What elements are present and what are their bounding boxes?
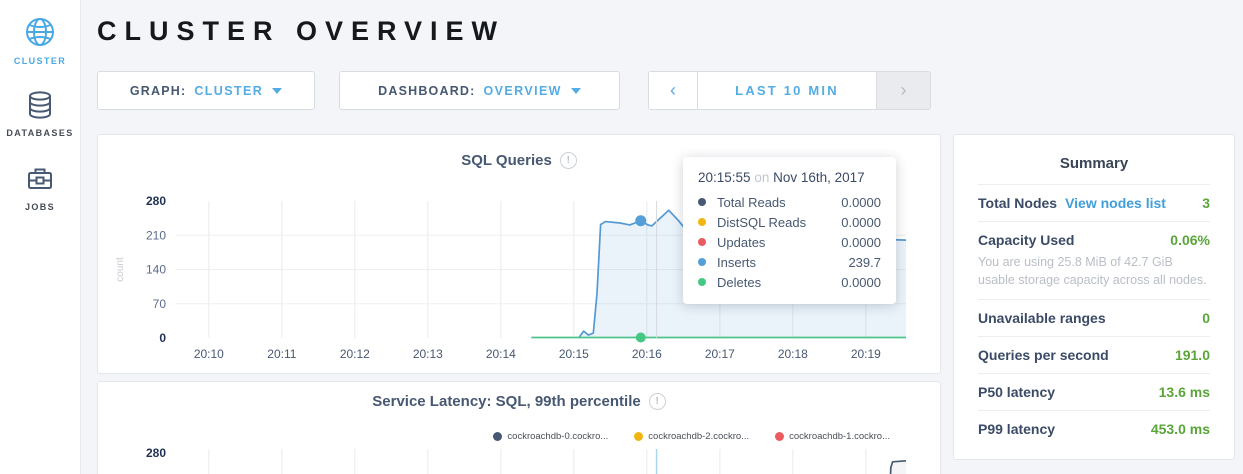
chart-legend: cockroachdb-0.cockro... cockroachdb-2.co… bbox=[493, 431, 890, 442]
y-tick-label: 280 bbox=[146, 194, 166, 208]
info-icon[interactable]: ! bbox=[559, 152, 577, 169]
sidebar-item-cluster[interactable]: CLUSTER bbox=[0, 14, 80, 66]
summary-row-unavailable-ranges: Unavailable ranges 0 bbox=[978, 299, 1210, 336]
x-tick-label: 20:19 bbox=[851, 347, 881, 361]
graph-dropdown-label: GRAPH: bbox=[129, 83, 187, 98]
x-tick-label: 20:10 bbox=[194, 347, 224, 361]
hover-marker bbox=[635, 215, 647, 227]
tooltip-row: Inserts 239.7 bbox=[698, 252, 881, 272]
series-dot-icon bbox=[634, 432, 644, 441]
summary-row-label: Total Nodes bbox=[978, 195, 1058, 211]
page-title: CLUSTER OVERVIEW bbox=[97, 16, 506, 46]
summary-title: Summary bbox=[1059, 155, 1129, 172]
series-area bbox=[890, 460, 906, 474]
service-latency-chart[interactable]: 280 bbox=[98, 382, 940, 474]
view-nodes-list-link[interactable]: View nodes list bbox=[1065, 195, 1166, 211]
summary-row-value: 0 bbox=[1202, 310, 1210, 327]
dashboard-dropdown-label: DASHBOARD: bbox=[378, 83, 476, 98]
x-tick-label: 20:14 bbox=[486, 347, 516, 361]
y-tick-label: 280 bbox=[146, 446, 166, 460]
capacity-used-subtext: You are using 25.8 MiB of 42.7 GiB usabl… bbox=[978, 255, 1207, 288]
summary-row-value: 3 bbox=[1202, 195, 1210, 211]
x-tick-label: 20:15 bbox=[559, 347, 589, 361]
sidebar-item-jobs[interactable]: JOBS bbox=[0, 162, 80, 212]
chart-title: SQL Queries bbox=[461, 152, 552, 169]
series-dot-icon bbox=[698, 278, 706, 286]
dashboard-dropdown-value: OVERVIEW bbox=[483, 83, 562, 98]
tooltip-timestamp: 20:15:55 on Nov 16th, 2017 bbox=[698, 170, 865, 185]
x-tick-label: 20:17 bbox=[705, 347, 735, 361]
x-tick-label: 20:11 bbox=[267, 347, 296, 361]
summary-row-label: Capacity Used bbox=[978, 232, 1075, 248]
series-dot-icon bbox=[775, 432, 785, 441]
chart-header: Service Latency: SQL, 99th percentile ! bbox=[98, 393, 940, 410]
summary-row-label: Unavailable ranges bbox=[978, 310, 1106, 327]
sidebar-item-label: JOBS bbox=[24, 202, 56, 212]
y-axis-label: count bbox=[115, 257, 126, 282]
summary-row-label: P50 latency bbox=[978, 384, 1056, 401]
sidebar-item-label: DATABASES bbox=[6, 128, 74, 138]
summary-row-queries-per-second: Queries per second 191.0 bbox=[978, 336, 1210, 373]
chart-header: SQL Queries ! bbox=[98, 152, 940, 169]
summary-row-label: P99 latency bbox=[978, 421, 1056, 438]
series-dot-icon bbox=[698, 218, 706, 226]
globe-icon bbox=[22, 14, 58, 50]
briefcase-icon bbox=[23, 162, 57, 196]
legend-item-node-2[interactable]: cockroachdb-2.cockro... bbox=[634, 431, 749, 442]
series-line bbox=[889, 459, 907, 474]
summary-row-value: 191.0 bbox=[1174, 347, 1210, 364]
legend-item-node-0[interactable]: cockroachdb-0.cockro... bbox=[493, 431, 608, 442]
summary-row-value: 0.06% bbox=[1170, 232, 1210, 248]
y-tick-label: 70 bbox=[153, 297, 167, 311]
chart-title: Service Latency: SQL, 99th percentile bbox=[372, 393, 641, 410]
y-tick-label: 0 bbox=[159, 331, 166, 345]
time-range-label[interactable]: LAST 10 MIN bbox=[698, 72, 876, 109]
summary-row-label: Queries per second bbox=[978, 347, 1109, 364]
summary-panel: Summary Total Nodes View nodes list 3 Cap… bbox=[953, 134, 1235, 460]
summary-row-capacity-used: Capacity Used 0.06% You are using 25.8 M… bbox=[978, 221, 1210, 299]
graph-dropdown[interactable]: GRAPH: CLUSTER bbox=[97, 71, 315, 110]
service-latency-chart-card: 280 Service Latency: SQL, 99th percentil… bbox=[97, 381, 941, 474]
dashboard-dropdown[interactable]: DASHBOARD: OVERVIEW bbox=[339, 71, 620, 110]
sidebar-item-databases[interactable]: DATABASES bbox=[0, 88, 80, 138]
sidebar-item-label: CLUSTER bbox=[13, 56, 67, 66]
summary-row-value: 13.6 ms bbox=[1158, 384, 1210, 401]
info-icon[interactable]: ! bbox=[648, 393, 666, 410]
summary-row-p99-latency: P99 latency 453.0 ms bbox=[978, 410, 1210, 447]
x-tick-label: 20:12 bbox=[340, 347, 370, 361]
chart-hover-tooltip: 20:15:55 on Nov 16th, 2017 Total Reads 0.… bbox=[683, 157, 896, 304]
time-range-selector: ‹ LAST 10 MIN › bbox=[648, 71, 931, 110]
database-icon bbox=[23, 88, 57, 122]
x-tick-label: 20:18 bbox=[778, 347, 808, 361]
series-dot-icon bbox=[493, 432, 503, 441]
tooltip-row: Deletes 0.0000 bbox=[698, 272, 881, 292]
summary-row-p50-latency: P50 latency 13.6 ms bbox=[978, 373, 1210, 410]
summary-row-value: 453.0 ms bbox=[1150, 421, 1210, 438]
series-dot-icon bbox=[698, 258, 706, 266]
tooltip-row: Total Reads 0.0000 bbox=[698, 192, 881, 212]
chevron-down-icon bbox=[570, 87, 581, 94]
tooltip-row: Updates 0.0000 bbox=[698, 232, 881, 252]
time-range-next-button[interactable]: › bbox=[876, 72, 930, 109]
legend-item-node-1[interactable]: cockroachdb-1.cockro... bbox=[775, 431, 890, 442]
y-tick-label: 210 bbox=[146, 228, 166, 242]
hover-marker bbox=[635, 332, 646, 343]
graph-dropdown-value: CLUSTER bbox=[194, 83, 264, 98]
chevron-down-icon bbox=[272, 87, 283, 94]
series-dot-icon bbox=[698, 198, 706, 206]
x-tick-label: 20:13 bbox=[413, 347, 443, 361]
time-range-prev-button[interactable]: ‹ bbox=[649, 72, 698, 109]
tooltip-row: DistSQL Reads 0.0000 bbox=[698, 212, 881, 232]
y-tick-label: 140 bbox=[146, 263, 166, 277]
x-tick-label: 20:16 bbox=[632, 347, 662, 361]
summary-row-total-nodes: Total Nodes View nodes list 3 bbox=[978, 184, 1210, 221]
series-dot-icon bbox=[698, 238, 706, 246]
sidebar: CLUSTER DATABASES bbox=[0, 0, 81, 474]
